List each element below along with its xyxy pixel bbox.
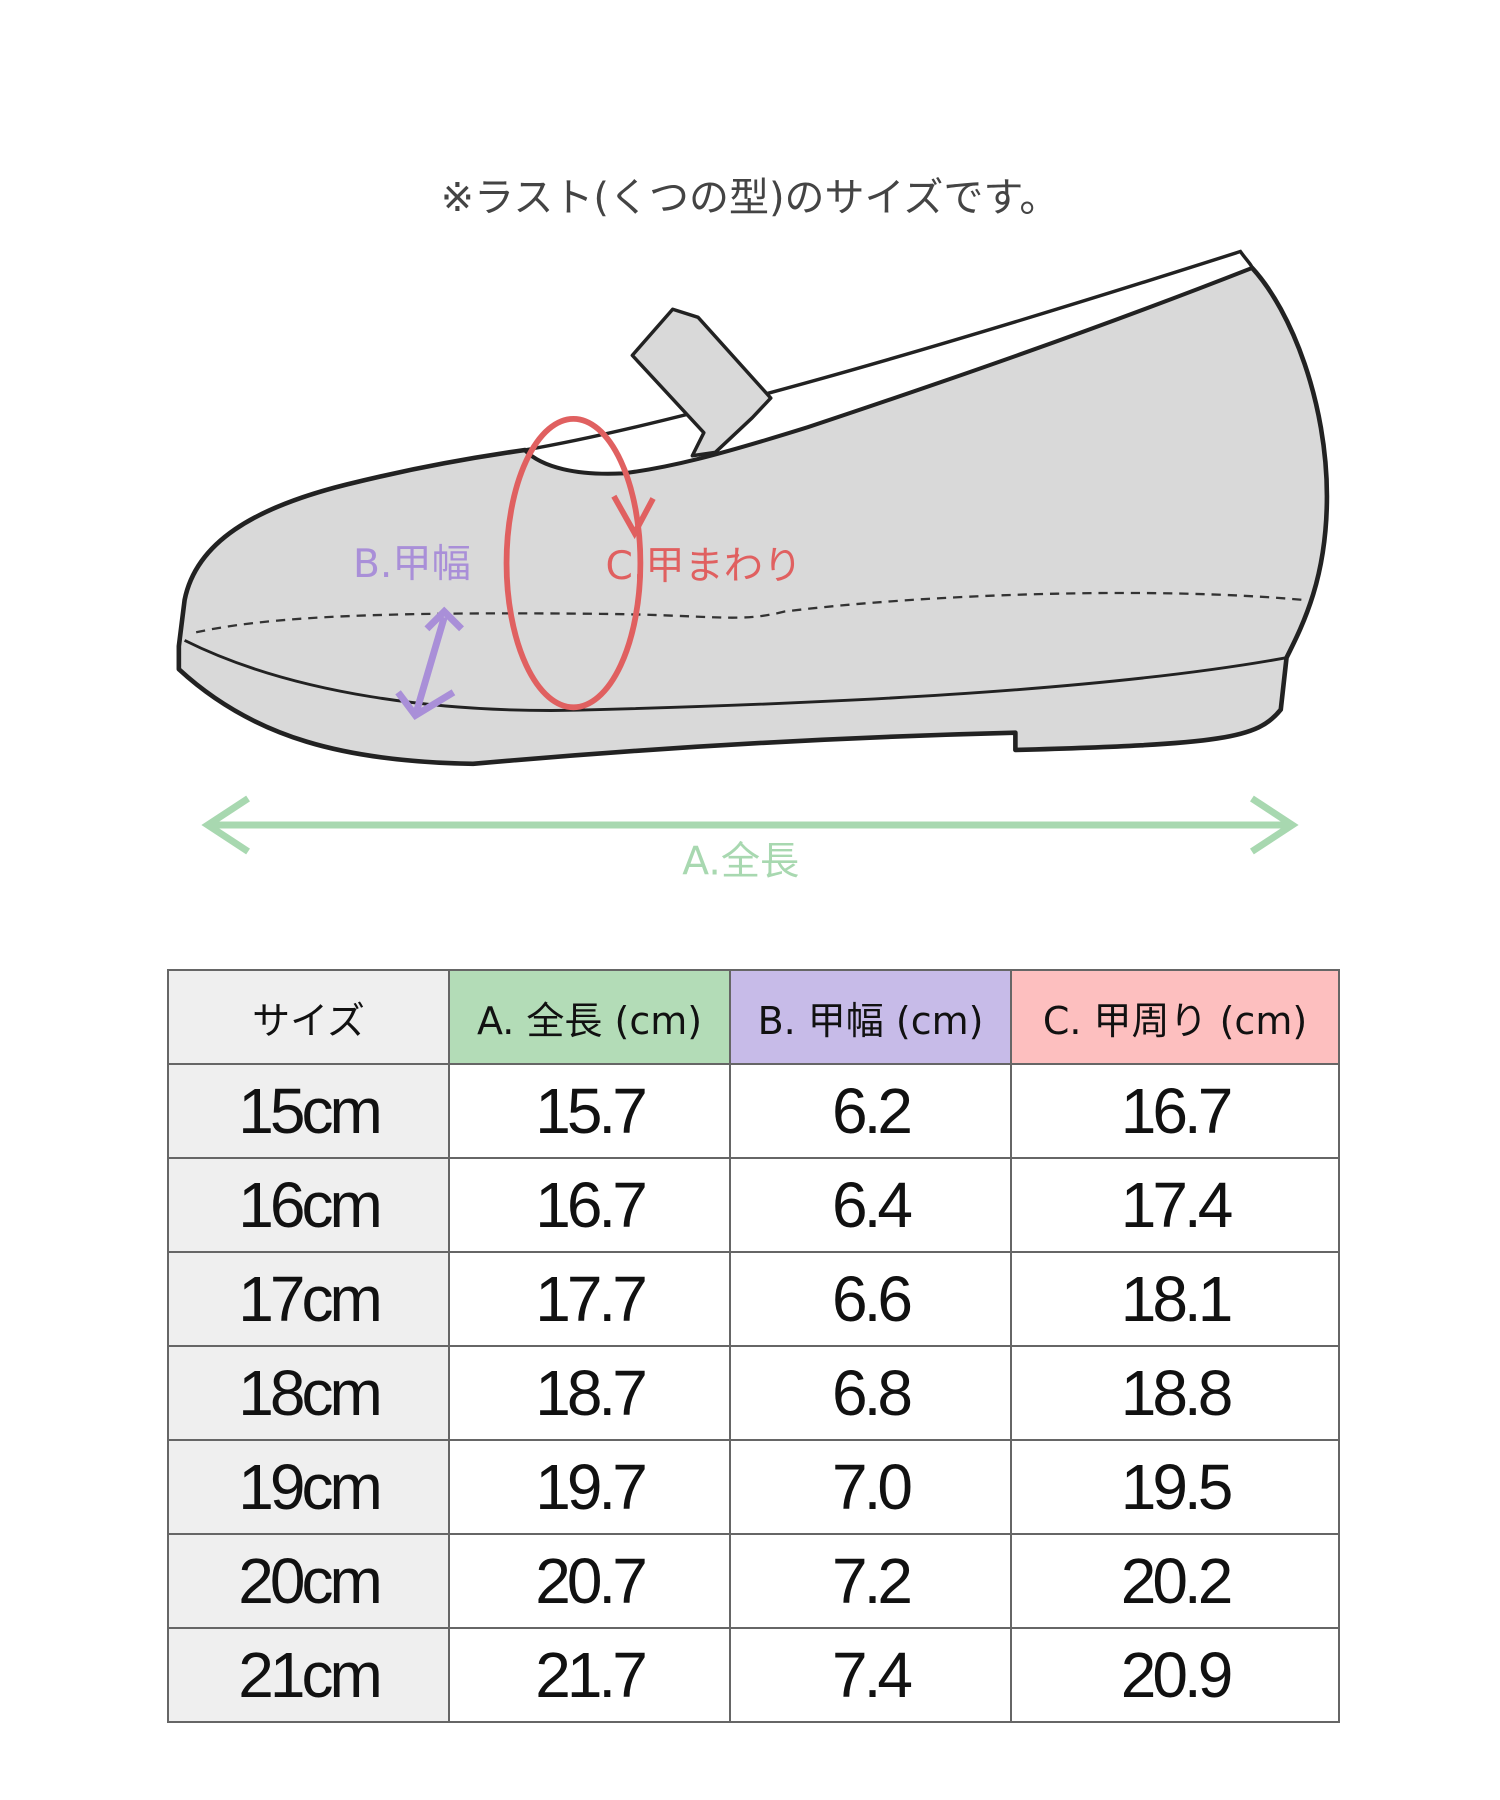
table-row: 16cm 16.7 6.4 17.4	[167, 1157, 1340, 1253]
girth-cell: 17.4	[1010, 1157, 1340, 1253]
sole-line	[183, 639, 1287, 712]
girth-cell: 19.5	[1010, 1439, 1340, 1535]
dashed-girth-line	[195, 591, 1304, 634]
girth-cell: 16.7	[1010, 1063, 1340, 1159]
table-row: 18cm 18.7 6.8 18.8	[167, 1345, 1340, 1441]
table-row: 17cm 17.7 6.6 18.1	[167, 1251, 1340, 1347]
length-cell: 20.7	[448, 1533, 731, 1629]
girth-cell: 20.9	[1010, 1627, 1340, 1723]
width-cell: 6.2	[729, 1063, 1012, 1159]
width-arrow	[395, 606, 464, 720]
width-cell: 7.2	[729, 1533, 1012, 1629]
size-cell: 16cm	[167, 1157, 450, 1253]
table-row: 15cm 15.7 6.2 16.7	[167, 1063, 1340, 1159]
table-row: 21cm 21.7 7.4 20.9	[167, 1627, 1340, 1723]
header-girth: C. 甲周り (cm)	[1010, 969, 1340, 1065]
girth-arrowhead	[611, 494, 656, 540]
table-header-row: サイズ A. 全長 (cm) B. 甲幅 (cm) C. 甲周り (cm)	[167, 969, 1340, 1065]
length-cell: 21.7	[448, 1627, 731, 1723]
header-size: サイズ	[167, 969, 450, 1065]
width-cell: 6.6	[729, 1251, 1012, 1347]
size-cell: 21cm	[167, 1627, 450, 1723]
size-table: サイズ A. 全長 (cm) B. 甲幅 (cm) C. 甲周り (cm) 15…	[167, 969, 1340, 1723]
length-cell: 16.7	[448, 1157, 731, 1253]
width-label: B.甲幅	[353, 542, 471, 587]
size-cell: 15cm	[167, 1063, 450, 1159]
size-cell: 18cm	[167, 1345, 450, 1441]
header-length: A. 全長 (cm)	[448, 969, 731, 1065]
width-cell: 7.0	[729, 1439, 1012, 1535]
size-cell: 17cm	[167, 1251, 450, 1347]
shoe-body	[176, 265, 1330, 767]
table-row: 19cm 19.7 7.0 19.5	[167, 1439, 1340, 1535]
length-cell: 18.7	[448, 1345, 731, 1441]
length-cell: 15.7	[448, 1063, 731, 1159]
girth-loop	[503, 415, 644, 711]
girth-cell: 18.1	[1010, 1251, 1340, 1347]
size-cell: 19cm	[167, 1439, 450, 1535]
length-cell: 19.7	[448, 1439, 731, 1535]
header-width: B. 甲幅 (cm)	[729, 969, 1012, 1065]
girth-cell: 18.8	[1010, 1345, 1340, 1441]
shoe-strap	[630, 307, 773, 458]
last-size-note: ※ラスト(くつの型)のサイズです。	[440, 175, 1060, 221]
width-cell: 6.4	[729, 1157, 1012, 1253]
width-cell: 7.4	[729, 1627, 1012, 1723]
size-cell: 20cm	[167, 1533, 450, 1629]
length-arrow	[201, 795, 1299, 855]
girth-label: C.甲まわり	[605, 544, 802, 589]
length-cell: 17.7	[448, 1251, 731, 1347]
length-label: A.全長	[682, 840, 799, 885]
girth-cell: 20.2	[1010, 1533, 1340, 1629]
width-cell: 6.8	[729, 1345, 1012, 1441]
table-row: 20cm 20.7 7.2 20.2	[167, 1533, 1340, 1629]
